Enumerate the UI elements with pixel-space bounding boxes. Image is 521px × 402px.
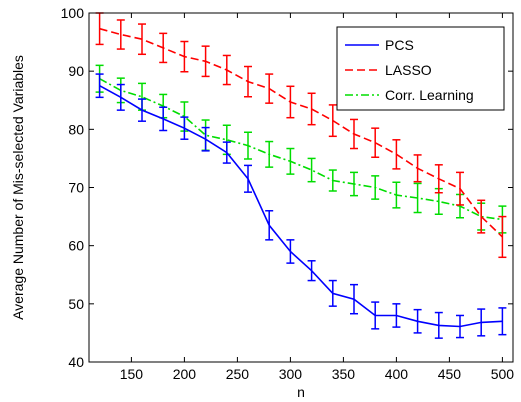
error-bar — [307, 157, 316, 183]
x-tick-label: 200 — [173, 366, 197, 382]
x-tick-label: 400 — [385, 366, 409, 382]
legend-box — [336, 26, 505, 111]
series-layer — [95, 12, 507, 339]
ticks-layer: 150 200 250 300 350 400 450 500 40 50 60 70 80 90 100 — [61, 5, 515, 382]
error-bar — [477, 199, 486, 234]
series-line — [99, 27, 503, 238]
error-bar — [116, 19, 125, 50]
error-bar — [498, 307, 507, 336]
legend-label: PCS — [385, 37, 414, 53]
y-tick-label: 90 — [68, 63, 84, 79]
x-axis-label: n — [297, 384, 305, 400]
series-0 — [95, 73, 507, 339]
y-tick-label: 70 — [68, 180, 84, 196]
legend-label: Corr. Learning — [385, 87, 474, 103]
x-tick-label: 150 — [120, 366, 144, 382]
legend-label: LASSO — [385, 62, 432, 78]
y-axis-label: Average Number of Mis-selected Variables — [10, 55, 26, 320]
x-tick-label: 450 — [438, 366, 462, 382]
series-1 — [95, 12, 507, 259]
series-2 — [95, 64, 507, 234]
y-tick-label: 40 — [68, 354, 84, 370]
x-tick-label: 350 — [332, 366, 356, 382]
y-tick-label: 80 — [68, 121, 84, 137]
error-bar — [498, 215, 507, 259]
series-line — [99, 84, 503, 328]
legend: PCS LASSO Corr. Learning — [336, 26, 505, 111]
x-tick-label: 500 — [491, 366, 515, 382]
x-tick-label: 300 — [279, 366, 303, 382]
y-tick-label: 100 — [61, 5, 85, 21]
x-tick-label: 250 — [226, 366, 250, 382]
y-tick-label: 50 — [68, 296, 84, 312]
y-tick-label: 60 — [68, 238, 84, 254]
